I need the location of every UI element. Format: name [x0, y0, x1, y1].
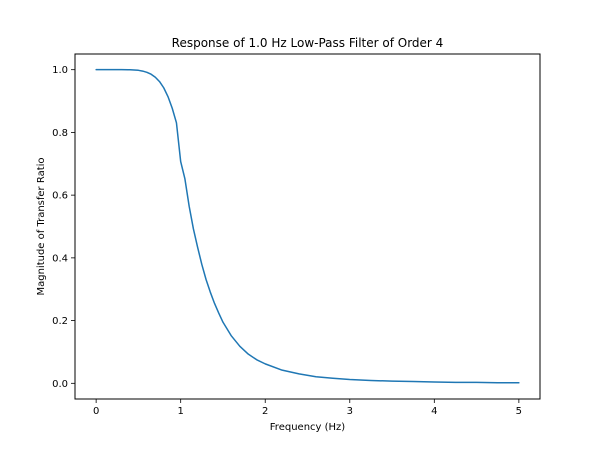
y-tick-label: 0.2 — [52, 316, 68, 327]
y-tick-label: 0.0 — [52, 379, 68, 390]
x-axis-ticks: 0 1 2 3 4 5 — [93, 399, 522, 417]
chart-title: Response of 1.0 Hz Low-Pass Filter of Or… — [172, 36, 444, 50]
x-tick-label: 2 — [262, 406, 268, 417]
y-axis-ticks: 0.0 0.2 0.4 0.6 0.8 1.0 — [52, 65, 75, 390]
x-tick-label: 0 — [93, 406, 99, 417]
y-tick-label: 0.8 — [52, 128, 68, 139]
x-axis-label: Frequency (Hz) — [270, 422, 346, 433]
plot-area-frame — [74, 53, 541, 400]
y-tick-label: 1.0 — [52, 65, 68, 76]
x-tick-label: 3 — [347, 406, 353, 417]
y-tick-label: 0.4 — [52, 253, 68, 264]
x-tick-label: 1 — [177, 406, 183, 417]
x-tick-label: 4 — [431, 406, 437, 417]
y-tick-label: 0.6 — [52, 191, 68, 202]
x-tick-label: 5 — [516, 406, 522, 417]
y-axis-label: Magnitude of Transfer Ratio — [36, 157, 47, 295]
series-line — [95, 68, 520, 384]
